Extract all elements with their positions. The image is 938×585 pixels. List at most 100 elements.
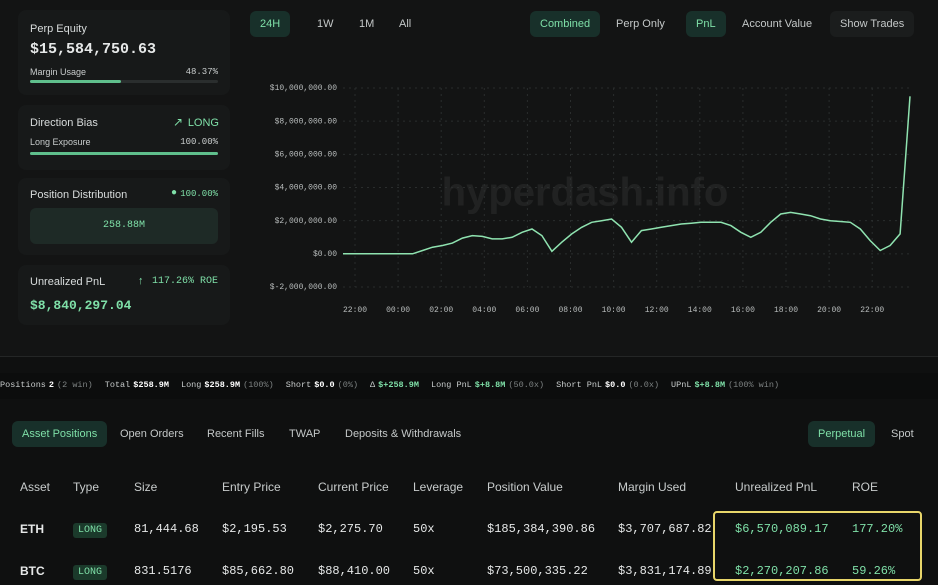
table-cell: 50x: [413, 522, 435, 536]
table-tab[interactable]: Recent Fills: [207, 428, 265, 440]
view-tab[interactable]: Account Value: [742, 18, 813, 30]
stat: Long $258.9M (100%): [181, 380, 277, 390]
distribution-box: 258.88M: [30, 208, 218, 244]
table-header: Current Price: [318, 480, 389, 494]
stat: Short PnL $0.0 (0.0x): [556, 380, 662, 390]
card: [18, 265, 230, 325]
x-tick-label: 00:00: [386, 306, 410, 315]
stat-value: $258.9M: [204, 380, 241, 390]
table-cell: $2,270,207.86: [735, 564, 829, 578]
y-tick-label: $10,000,000.00: [270, 84, 337, 93]
y-tick-label: $6,000,000.00: [275, 150, 338, 159]
card-label: Perp Equity: [30, 23, 87, 35]
table-tab[interactable]: TWAP: [289, 428, 321, 440]
x-tick-label: 22:00: [343, 306, 367, 315]
stat-value: $+8.8M: [694, 380, 726, 390]
x-tick-label: 12:00: [645, 306, 669, 315]
card: [18, 105, 230, 170]
progress-bar: [30, 80, 218, 83]
stats-bar: [0, 373, 938, 399]
x-tick-label: 06:00: [515, 306, 539, 315]
table-header: Type: [73, 480, 100, 494]
table-header: Position Value: [487, 480, 563, 494]
trend-icon: ↗: [173, 115, 184, 129]
stat-note: (100% win): [728, 380, 780, 390]
range-tab[interactable]: All: [399, 18, 412, 30]
card-label: Direction Bias: [30, 117, 98, 129]
table-cell: $73,500,335.22: [487, 564, 588, 578]
table-tab[interactable]: Deposits & Withdrawals: [345, 428, 462, 440]
table-cell: 177.20%: [852, 522, 903, 536]
stat-label: Short: [285, 380, 312, 390]
range-tab[interactable]: 24H: [250, 11, 291, 37]
table-cell: BTC: [20, 564, 45, 578]
upnl-amount: $8,840,297.04: [30, 298, 132, 313]
market-tab[interactable]: Perpetual: [808, 421, 876, 447]
range-tab[interactable]: 1W: [317, 18, 334, 30]
x-tick-label: 22:00: [860, 306, 884, 315]
table-cell: $2,195.53: [222, 522, 287, 536]
stat: Long PnL $+8.8M (50.0x): [431, 380, 547, 390]
sub-label: Long Exposure: [30, 137, 91, 147]
stat-note: (0.0x): [628, 380, 660, 390]
view-tab[interactable]: PnL: [686, 11, 726, 37]
table-cell: 50x: [413, 564, 435, 578]
watermark: hyperdash.info: [442, 171, 729, 215]
y-tick-label: $0.00: [313, 250, 337, 259]
table-tab[interactable]: Asset Positions: [12, 421, 108, 447]
table-header: Asset: [20, 480, 51, 494]
roe-value: 117.26% ROE: [151, 276, 218, 287]
stat-label: Short PnL: [556, 380, 603, 390]
bias-value: LONG: [187, 117, 219, 129]
table-header: Margin Used: [618, 480, 687, 494]
up-icon: ↑: [138, 275, 144, 287]
pnl-chart: hyperdash.info $-2,000,000.00 $0.00 $2,000,…: [270, 84, 911, 315]
view-tab[interactable]: Perp Only: [616, 18, 665, 30]
y-tick-label: $4,000,000.00: [275, 184, 338, 193]
stat-label: UPnL: [671, 380, 692, 390]
stat-label: Total: [104, 380, 131, 390]
stat-label: Δ: [370, 380, 376, 390]
stat: Δ $+258.9M: [370, 380, 422, 390]
y-tick-label: $2,000,000.00: [275, 217, 338, 226]
progress-bar: [30, 152, 218, 155]
sub-value: 48.37%: [185, 67, 218, 77]
stat: Short $0.0 (0%): [286, 380, 361, 390]
table-tab[interactable]: Open Orders: [120, 428, 184, 440]
stat-value: $0.0: [605, 380, 626, 390]
market-tab[interactable]: Spot: [891, 428, 914, 440]
table-header: Unrealized PnL: [735, 480, 818, 494]
table-cell: $3,831,174.89: [618, 564, 712, 578]
progress-fill: [30, 80, 121, 83]
view-tab[interactable]: Combined: [530, 11, 601, 37]
table-header: Leverage: [413, 480, 464, 494]
stat-value: $+8.8M: [474, 380, 506, 390]
stat: UPnL $+8.8M (100% win): [671, 380, 782, 390]
stat-value: $+258.9M: [378, 380, 419, 390]
x-tick-label: 10:00: [602, 306, 626, 315]
stat: Positions 2 (2 win): [0, 380, 96, 390]
table-header: Entry Price: [222, 480, 281, 494]
view-tab[interactable]: Show Trades: [830, 11, 915, 37]
table-cell: 59.26%: [852, 564, 896, 578]
range-tab[interactable]: 1M: [359, 18, 375, 30]
card-label: Position Distribution: [30, 189, 128, 201]
highlight-box: [713, 511, 922, 581]
type-badge: LONG: [73, 565, 108, 580]
stat-value: $258.9M: [133, 380, 169, 390]
sub-label: Margin Usage: [30, 67, 87, 77]
progress-fill: [30, 152, 218, 155]
x-tick-label: 02:00: [429, 306, 453, 315]
y-tick-label: $-2,000,000.00: [270, 283, 337, 292]
x-tick-label: 18:00: [774, 306, 798, 315]
table-cell: $85,662.80: [222, 564, 295, 578]
table-cell: ETH: [20, 522, 44, 536]
distribution-value: 100.00%: [180, 189, 218, 199]
equity-value: $15,584,750.63: [30, 41, 157, 58]
table-cell: 831.5176: [134, 564, 192, 578]
table-cell: $2,275.70: [318, 522, 383, 536]
stat-value: 2: [48, 380, 55, 390]
table-cell: $3,707,687.82: [618, 522, 712, 536]
stat-note: (0%): [337, 380, 359, 390]
